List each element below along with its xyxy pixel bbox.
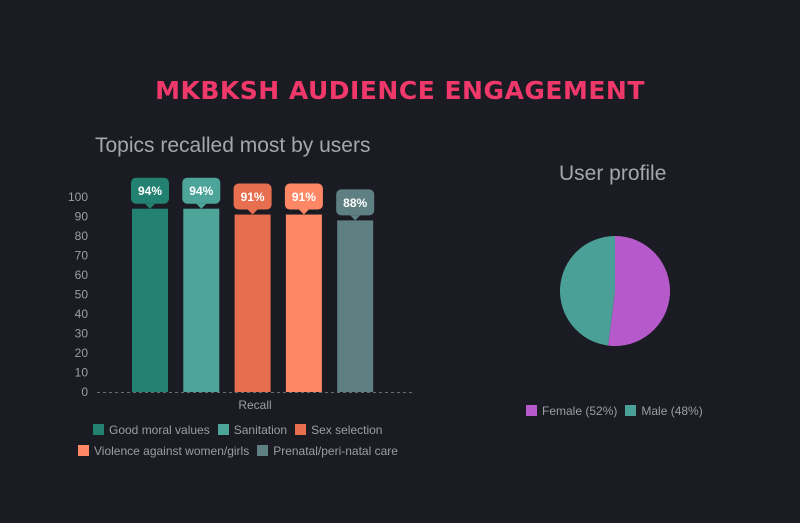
- bar-chart-legend: Good moral values Sanitation Sex selecti…: [78, 419, 406, 461]
- data-label-pointer: [145, 203, 155, 209]
- legend-swatch: [257, 445, 269, 456]
- y-tick-label: 50: [75, 288, 89, 302]
- data-label-pointer: [247, 209, 258, 215]
- legend-item-sanitation[interactable]: Sanitation: [217, 422, 288, 437]
- page-title: MKBKSH AUDIENCE ENGAGEMENT: [155, 76, 645, 105]
- data-label: 91%: [233, 183, 272, 215]
- data-label-bubble: [182, 177, 221, 204]
- data-label-pointer: [298, 209, 309, 215]
- y-tick-label: 30: [75, 327, 89, 341]
- bar: [285, 214, 322, 392]
- data-label: 88%: [336, 189, 375, 221]
- pie-chart-title: User profile: [559, 162, 667, 185]
- legend-label: Good moral values: [109, 422, 210, 437]
- data-label-text: 91%: [292, 190, 316, 204]
- pie-slice: [559, 236, 615, 346]
- data-label-bubble: [131, 177, 169, 204]
- data-label: 94%: [131, 177, 169, 209]
- legend-item-female[interactable]: Female (52%): [526, 404, 617, 418]
- y-tick-label: 60: [75, 268, 89, 282]
- legend-swatch: [625, 405, 637, 416]
- y-tick-label: 80: [75, 229, 89, 243]
- data-label-pointer: [196, 203, 207, 209]
- y-tick-label: 10: [75, 366, 89, 380]
- legend-label: Sanitation: [233, 422, 288, 437]
- y-tick-label: 70: [75, 249, 89, 263]
- legend-item-violence-against-women-girls[interactable]: Violence against women/girls: [78, 444, 249, 458]
- data-label-bubble: [336, 189, 375, 216]
- data-label-bubble: [284, 183, 323, 210]
- data-label-text: 94%: [138, 184, 162, 198]
- legend-swatch: [526, 405, 537, 416]
- data-label-pointer: [350, 215, 361, 221]
- legend-label: Prenatal/peri-natal care: [273, 443, 398, 458]
- data-label: 91%: [284, 183, 323, 215]
- legend-item-good-moral-values[interactable]: Good moral values: [93, 423, 210, 437]
- y-tick-label: 20: [75, 346, 89, 360]
- pie-chart-legend: Female (52%) Male (48%): [526, 400, 711, 421]
- bar: [337, 220, 374, 392]
- y-tick-label: 0: [81, 385, 88, 399]
- y-tick-label: 90: [75, 210, 89, 224]
- x-axis-label: Recall: [238, 398, 271, 412]
- data-label-bubble: [233, 183, 272, 210]
- y-tick-label: 40: [75, 307, 89, 321]
- data-label-text: 94%: [189, 184, 213, 198]
- legend-swatch: [78, 445, 89, 456]
- legend-label: Female (52%): [542, 403, 618, 418]
- legend-item-sex-selection[interactable]: Sex selection: [295, 423, 382, 437]
- bar-chart-title: Topics recalled most by users: [95, 134, 371, 157]
- legend-label: Sex selection: [311, 422, 383, 437]
- bar: [132, 208, 168, 392]
- legend-swatch: [295, 424, 307, 435]
- legend-label: Male (48%): [641, 403, 703, 418]
- data-label-text: 88%: [343, 196, 367, 210]
- bar: [234, 214, 271, 392]
- legend-item-male[interactable]: Male (48%): [625, 403, 703, 418]
- data-label-text: 91%: [241, 190, 265, 204]
- legend-item-prenatal-care[interactable]: Prenatal/peri-natal care: [257, 444, 398, 458]
- legend-label: Violence against women/girls: [94, 443, 250, 458]
- y-tick-label: 100: [68, 190, 88, 204]
- bar: [183, 208, 220, 392]
- data-label: 94%: [182, 177, 221, 209]
- legend-swatch: [93, 424, 104, 435]
- legend-swatch: [217, 424, 229, 435]
- pie-slice: [608, 236, 670, 346]
